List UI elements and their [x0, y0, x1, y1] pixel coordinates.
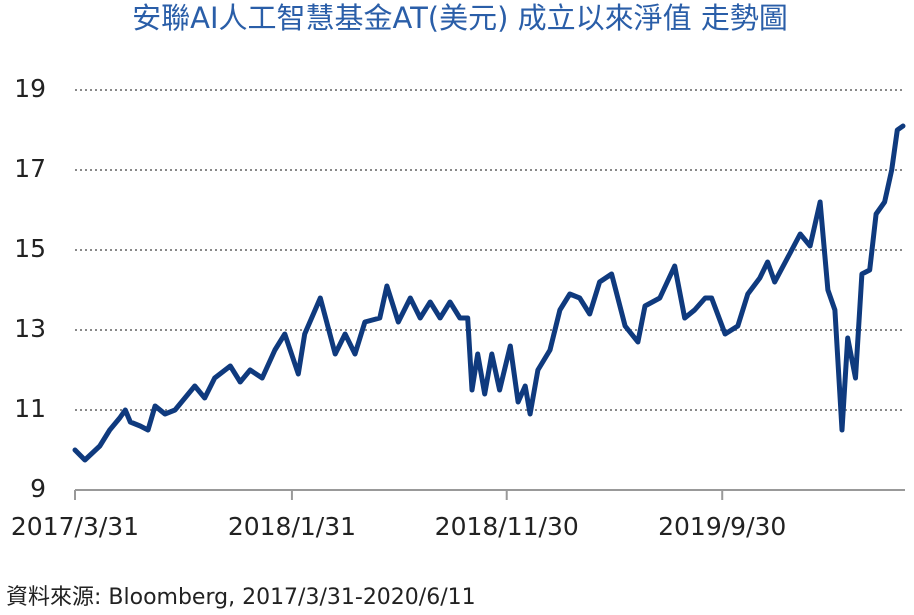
x-tick-label: 2017/3/31 [11, 512, 139, 541]
y-tick-label: 11 [14, 394, 46, 423]
source-note: 資料來源: Bloomberg, 2017/3/31-2020/6/11 [6, 585, 476, 610]
chart-title: 安聯AI人工智慧基金AT(美元) 成立以來淨值 走勢圖 [132, 1, 788, 35]
data-line [72, 123, 906, 463]
x-tick-label: 2019/9/30 [658, 512, 786, 541]
y-tick-label: 13 [14, 314, 46, 343]
x-tick-label: 2018/11/30 [435, 512, 579, 541]
y-tick-label: 15 [14, 234, 46, 263]
x-tick-label: 2018/1/31 [228, 512, 356, 541]
y-tick-label: 17 [14, 154, 46, 183]
y-tick-label: 19 [14, 74, 46, 103]
y-tick-label: 9 [30, 474, 46, 503]
